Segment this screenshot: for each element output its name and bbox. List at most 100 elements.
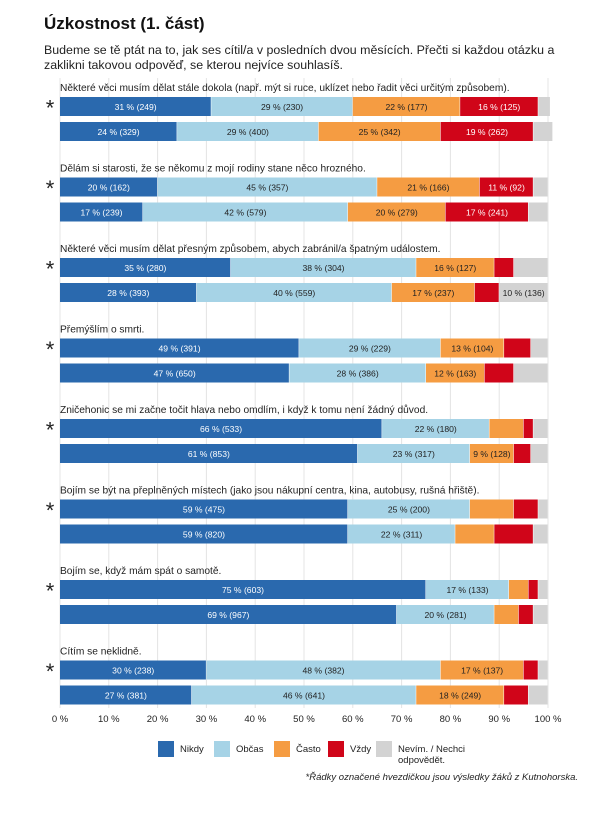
x-tick-label: 90 % [488,714,510,725]
chart-footnote: *Řádky označené hvezdičkou jsou výsledky… [305,772,578,783]
bar-segment [533,524,548,544]
bar-value-label: 21 % (166) [407,182,449,192]
bar-segment [230,258,416,277]
bar-segment [60,122,177,141]
bar-segment [489,419,524,438]
bar-segment [533,122,553,141]
bar-segment [533,177,548,197]
bar-segment [377,177,480,197]
bar-value-label: 29 % (229) [349,343,391,353]
bar-value-label: 29 % (400) [227,127,269,137]
x-tick-label: 80 % [440,714,462,725]
bar-value-label: 17 % (137) [461,665,503,675]
highlight-marker: * [46,659,55,684]
bar-segment [528,580,538,599]
bar-value-label: 17 % (241) [466,207,508,217]
stacked-bar-chart: 0 % 10 % 20 % 30 % 40 % 50 % 60 % 70 % 80 % 90 % 1… [46,78,562,725]
bar-value-label: 40 % (559) [273,288,315,298]
question-label: Cítím se neklidně. [60,647,142,658]
bar-segment [460,97,538,116]
bar-segment [469,444,514,463]
bar-segment [479,177,533,197]
legend-swatch-nevim [376,741,392,757]
legend-item-nevim: Nevím. / Nechci odpovědět. [376,741,478,766]
legend-swatch-casto [274,741,290,757]
bar-segment [206,660,441,680]
bar-value-label: 75 % (603) [222,585,264,595]
highlight-marker: * [46,579,55,604]
bar-value-label: 13 % (104) [451,343,493,353]
x-tick-label: 30 % [196,714,218,725]
x-tick-label: 50 % [293,714,315,725]
bar-value-label: 69 % (967) [207,610,249,620]
bar-segment [60,660,206,680]
bar-segment [196,283,392,302]
bar-segment [504,685,528,705]
legend-swatch-obcas [214,741,230,757]
bar-value-label: 17 % (133) [446,585,488,595]
legend-label-nevim: Nevím. / Nechci odpovědět. [398,744,466,766]
bar-segment [357,444,470,463]
x-tick-label: 20 % [147,714,169,725]
legend-swatch-vzdy [328,741,344,757]
bar-segment [60,685,192,705]
bar-segment [318,122,441,141]
legend-label-vzdy: Vždy [350,744,372,755]
bar-segment [440,338,504,358]
bar-segment [142,202,348,222]
bar-value-label: 27 % (381) [105,690,147,700]
legend-label-obcas: Občas [236,744,264,755]
x-tick-label: 70 % [391,714,413,725]
highlight-marker: * [46,337,55,362]
x-tick-label: 0 % [52,714,69,725]
bar-segment [347,499,470,519]
bar-value-label: 11 % (92) [488,182,525,192]
bar-value-label: 23 % (317) [393,449,435,459]
bar-value-label: 48 % (382) [302,665,344,675]
bar-segment [494,605,519,624]
bar-segment [455,524,494,544]
bar-value-label: 9 % (128) [473,449,510,459]
x-tick-label: 60 % [342,714,364,725]
bar-value-label: 38 % (304) [302,263,344,273]
bar-value-label: 29 % (230) [261,102,303,112]
bar-value-label: 25 % (200) [388,504,430,514]
question-label: Bojím se, když mám spát o samotě. [60,566,221,577]
highlight-marker: * [46,418,55,443]
bar-segment [513,258,548,277]
legend-item-casto: Často [274,741,321,757]
legend-label-nikdy: Nikdy [180,744,204,755]
bar-segment [60,258,231,277]
bar-segment [533,419,548,438]
bar-value-label: 18 % (249) [439,690,481,700]
bar-value-label: 17 % (237) [412,288,454,298]
bar-segment [60,283,197,302]
bar-segment [523,660,538,680]
bar-value-label: 24 % (329) [98,127,140,137]
bar-segment [538,97,550,116]
bar-value-label: 22 % (180) [415,424,457,434]
x-tick-label: 40 % [244,714,266,725]
bar-segment [508,580,528,599]
bar-segment [538,660,548,680]
bar-segment [60,524,348,544]
highlight-marker: * [46,96,55,121]
bar-value-label: 59 % (820) [183,529,225,539]
bar-segment [60,202,143,222]
bar-segment [396,605,494,624]
bar-segment [440,660,524,680]
bar-segment [513,499,538,519]
bar-value-label: 17 % (239) [80,207,122,217]
bar-value-label: 28 % (386) [337,368,379,378]
bar-segment [513,444,531,463]
legend-item-obcas: Občas [214,741,263,757]
bar-segment [513,363,548,383]
bar-segment [157,177,377,197]
x-tick-label: 100 % [535,714,562,725]
bar-value-label: 16 % (125) [478,102,520,112]
x-tick-label: 10 % [98,714,120,725]
bar-value-label: 28 % (393) [107,288,149,298]
bar-segment [533,605,548,624]
bar-segment [469,499,514,519]
bar-segment [484,363,514,383]
